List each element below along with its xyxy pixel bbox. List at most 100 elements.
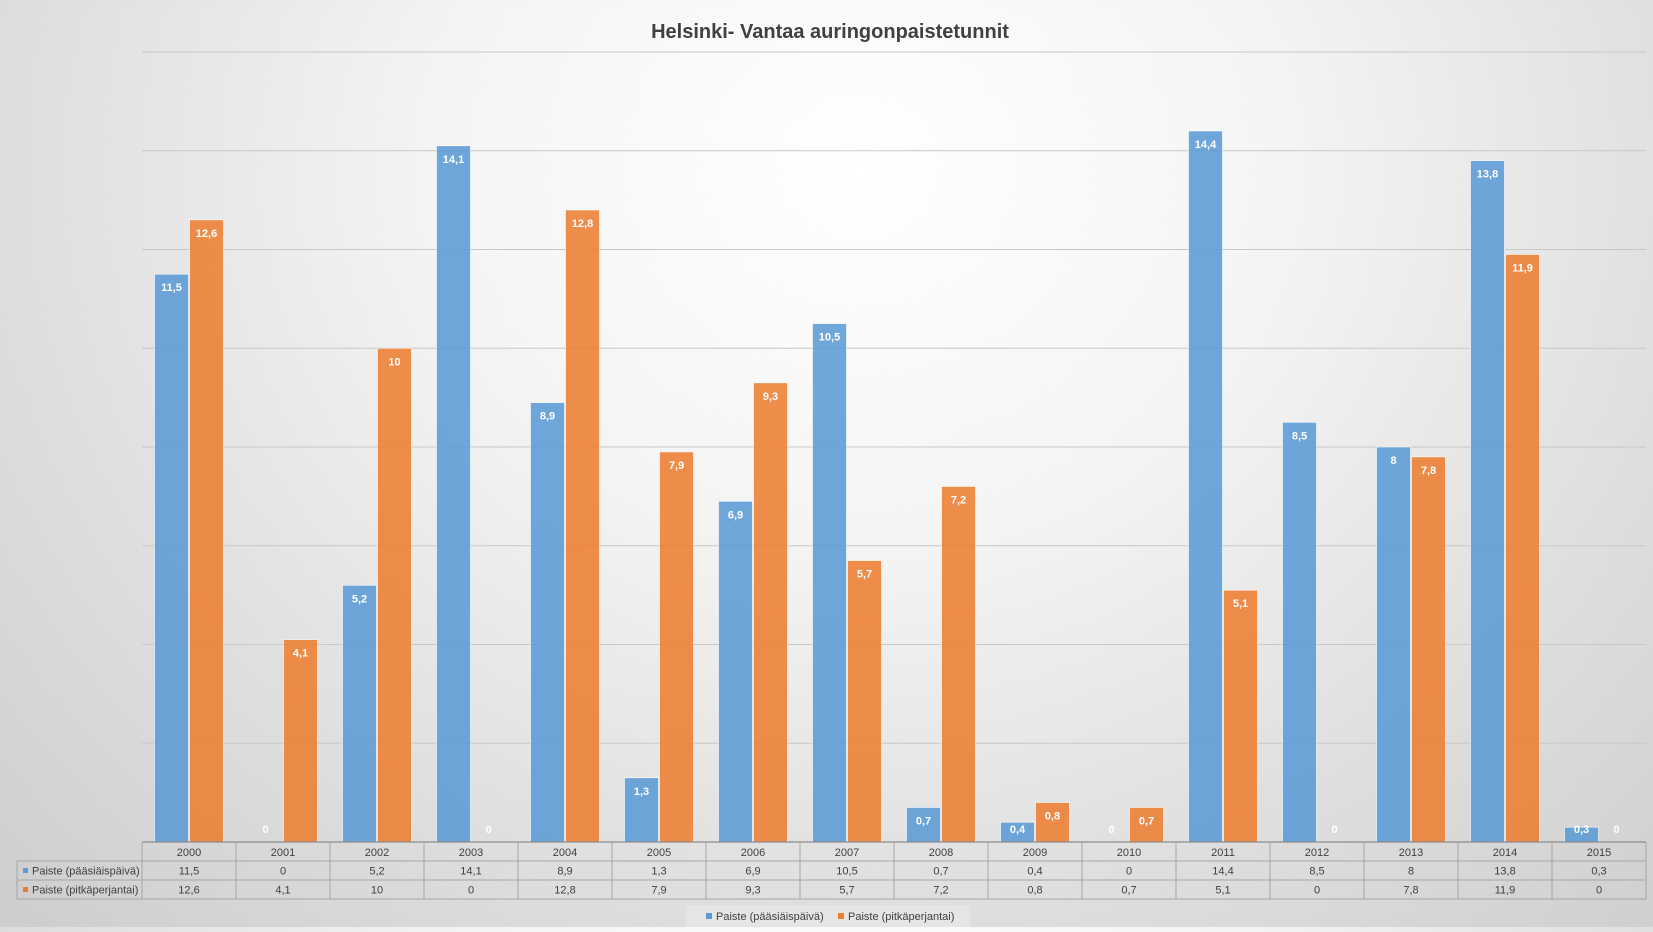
table-cell: 9,3 — [745, 885, 760, 897]
data-label: 0,3 — [1574, 824, 1589, 836]
legend: Paiste (pääsiäispäivä) Paiste (pitkäperja… — [686, 905, 970, 927]
data-label: 7,2 — [951, 495, 966, 507]
table-cell: 14,4 — [1212, 866, 1233, 878]
data-label: 10,5 — [819, 332, 840, 344]
bar-paasiaispaiva-2006 — [718, 501, 753, 843]
data-label: 8,9 — [540, 411, 555, 423]
table-cell: 12,8 — [554, 885, 575, 897]
table-cell: 5,7 — [839, 885, 854, 897]
legend-label: Paiste (pääsiäispäivä) — [716, 911, 824, 923]
data-label: 12,6 — [196, 228, 217, 240]
x-tick-label: 2012 — [1305, 847, 1329, 859]
table-cell: 5,1 — [1215, 885, 1230, 897]
x-tick-label: 2009 — [1023, 847, 1047, 859]
data-label: 9,3 — [763, 391, 778, 403]
bar-pitkaperjantai-2008 — [941, 486, 976, 843]
x-tick-label: 2008 — [929, 847, 953, 859]
legend-box — [686, 905, 970, 927]
data-label: 10 — [388, 356, 400, 368]
data-label: 0,8 — [1045, 811, 1060, 823]
x-tick-label: 2001 — [271, 847, 295, 859]
data-label: 5,1 — [1233, 598, 1248, 610]
data-label: 7,9 — [669, 460, 684, 472]
table-cell: 10,5 — [836, 866, 857, 878]
table-cell: 0,7 — [1121, 885, 1136, 897]
table-legend-key — [23, 887, 28, 892]
x-tick-label: 2011 — [1211, 847, 1235, 859]
x-tick-label: 2000 — [177, 847, 201, 859]
data-label: 0 — [1108, 824, 1114, 836]
table-cell: 0 — [1126, 866, 1132, 878]
bar-paasiaispaiva-2012 — [1282, 422, 1317, 843]
bar-pitkaperjantai-2014 — [1505, 254, 1540, 843]
table-cell: 5,2 — [369, 866, 384, 878]
bar-paasiaispaiva-2014 — [1470, 160, 1505, 843]
bar-paasiaispaiva-2011 — [1188, 130, 1223, 843]
table-cell: 1,3 — [651, 866, 666, 878]
bar-pitkaperjantai-2013 — [1411, 456, 1446, 843]
data-label: 0,4 — [1010, 824, 1026, 836]
table-cell: 0,8 — [1027, 885, 1042, 897]
table-cell: 0 — [1596, 885, 1602, 897]
table-cell: 8,5 — [1309, 866, 1324, 878]
bar-paasiaispaiva-2007 — [812, 323, 847, 843]
legend-swatch — [706, 913, 712, 919]
table-cell: 11,5 — [179, 866, 200, 878]
data-label: 8,5 — [1292, 430, 1307, 442]
bar-pitkaperjantai-2011 — [1223, 589, 1258, 843]
x-tick-label: 2015 — [1587, 847, 1611, 859]
data-label: 0,7 — [1139, 815, 1154, 827]
table-series-name: Paiste (pitkäperjantai) — [32, 885, 138, 897]
legend-swatch — [838, 913, 844, 919]
table-series-name: Paiste (pääsiäispäivä) — [32, 866, 140, 878]
table-cell: 4,1 — [275, 885, 290, 897]
x-tick-label: 2003 — [459, 847, 483, 859]
x-tick-label: 2010 — [1117, 847, 1141, 859]
table-cell: 8,9 — [557, 866, 572, 878]
table-cell: 0 — [280, 866, 286, 878]
x-tick-label: 2013 — [1399, 847, 1423, 859]
data-label: 0,7 — [916, 815, 931, 827]
x-tick-label: 2002 — [365, 847, 389, 859]
x-tick-label: 2004 — [553, 847, 577, 859]
table-cell: 14,1 — [460, 866, 481, 878]
data-label: 0 — [1613, 824, 1619, 836]
table-cell: 7,2 — [933, 885, 948, 897]
legend-label: Paiste (pitkäperjantai) — [848, 911, 954, 923]
data-label: 11,9 — [1512, 262, 1533, 274]
table-cell: 0,7 — [933, 866, 948, 878]
data-label: 5,2 — [352, 593, 367, 605]
table-cell: 0,4 — [1027, 866, 1042, 878]
data-label: 0 — [485, 824, 491, 836]
data-label: 0 — [262, 824, 268, 836]
bars: 11,5 12,6 0 4,1 5,2 10 14,1 0 8,9 12,8 1,3 7,9 6,9 9,… — [154, 130, 1620, 843]
bar-pitkaperjantai-2000 — [189, 219, 224, 843]
bar-paasiaispaiva-2002 — [342, 584, 377, 843]
table-cell: 11,9 — [1495, 885, 1516, 897]
table-cell: 0 — [468, 885, 474, 897]
chart-title: Helsinki- Vantaa auringonpaistetunnit — [651, 21, 1009, 43]
table-cell: 7,8 — [1403, 885, 1418, 897]
table-legend-key — [23, 868, 28, 873]
bar-paasiaispaiva-2000 — [154, 273, 189, 843]
data-table: 2000 2001 2002 2003 2004 2005 2006 2007 2008 2009… — [16, 841, 1647, 900]
bar-pitkaperjantai-2007 — [847, 560, 882, 843]
x-tick-label: 2005 — [647, 847, 671, 859]
bar-paasiaispaiva-2013 — [1376, 446, 1411, 843]
table-cell: 8 — [1408, 866, 1414, 878]
data-label: 0 — [1331, 824, 1337, 836]
table-cell: 6,9 — [745, 866, 760, 878]
data-label: 13,8 — [1477, 169, 1498, 181]
table-cell: 12,6 — [178, 885, 199, 897]
data-label: 14,1 — [443, 154, 464, 166]
bar-paasiaispaiva-2003 — [436, 145, 471, 843]
x-tick-label: 2014 — [1493, 847, 1517, 859]
bar-pitkaperjantai-2001 — [283, 639, 318, 843]
table-cell: 10 — [371, 885, 383, 897]
bar-pitkaperjantai-2009 — [1035, 802, 1070, 843]
bar-pitkaperjantai-2006 — [753, 382, 788, 843]
bar-paasiaispaiva-2005 — [624, 777, 659, 843]
data-label: 6,9 — [728, 509, 743, 521]
data-label: 12,8 — [572, 218, 593, 230]
